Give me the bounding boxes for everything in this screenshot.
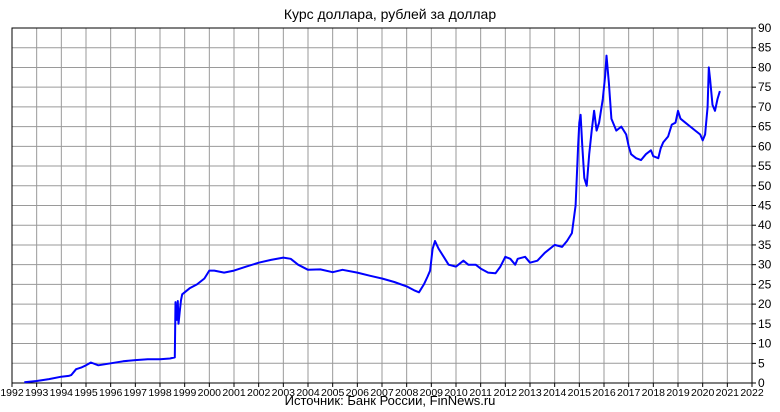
y-tick-label: 50 [758,179,772,193]
y-tick-label: 10 [758,337,772,351]
grid [11,27,753,384]
y-tick-label: 15 [758,317,772,331]
x-tick-label: 1993 [25,387,49,399]
y-tick-label: 30 [758,258,772,272]
x-tick-label: 2013 [518,387,542,399]
x-tick-label: 1998 [148,387,172,399]
x-tick-label: 2016 [592,387,616,399]
x-tick-label: 2011 [469,387,492,399]
x-tick-label: 2014 [543,387,567,399]
x-tick-label: 2022 [740,387,764,399]
y-tick-label: 75 [758,80,772,94]
y-axis: 0 5 10 15 20 25 30 35 40 45 50 55 60 65 70 75 80 85 90 [752,21,772,390]
series-group [24,54,721,384]
y-tick-label: 65 [758,120,772,134]
y-tick-label: 55 [758,159,772,173]
x-tick-label: 2009 [420,387,444,399]
y-tick-label: 0 [758,376,765,390]
x-tick-label: 2015 [568,387,592,399]
x-tick-label: 2010 [444,387,468,399]
x-tick-label: 1996 [99,387,123,399]
y-tick-label: 60 [758,139,772,153]
x-tick-label: 2000 [198,387,222,399]
x-tick-label: 1995 [74,387,98,399]
x-tick-label: 1997 [124,387,148,399]
x-tick-label: 1992 [0,387,24,399]
x-tick-label: 2005 [321,387,345,399]
source-note: Источник: Банк России, FinNews.ru [284,393,496,408]
x-tick-label: 2008 [395,387,419,399]
x-tick-label: 2017 [617,387,641,399]
y-tick-label: 85 [758,41,772,55]
series-line-usd-rub [24,54,721,384]
x-tick-label: 1994 [50,387,74,399]
y-tick-label: 20 [758,297,772,311]
x-tick-label: 2018 [642,387,666,399]
x-tick-label: 2006 [346,387,370,399]
y-tick-label: 90 [758,21,772,35]
x-tick-label: 2007 [370,387,394,399]
x-tick-label: 2021 [716,387,740,399]
y-tick-label: 5 [758,356,765,370]
x-tick-label: 2003 [272,387,296,399]
x-tick-label: 1999 [173,387,197,399]
y-tick-label: 80 [758,60,772,74]
x-tick-label: 2002 [247,387,271,399]
x-tick-label: 2004 [296,387,320,399]
y-tick-label: 70 [758,100,772,114]
y-tick-label: 25 [758,277,772,291]
y-tick-label: 45 [758,199,772,213]
x-tick-label: 2012 [494,387,518,399]
x-tick-label: 2020 [691,387,715,399]
x-axis: 1992 1993 1994 1995 1996 1997 1998 1999 2000 2001… [0,383,764,399]
chart-title: Курс доллара, рублей за доллар [283,6,497,22]
x-tick-label: 2001 [222,387,246,399]
x-tick-label: 2019 [666,387,690,399]
y-tick-label: 35 [758,238,772,252]
y-tick-label: 40 [758,218,772,232]
